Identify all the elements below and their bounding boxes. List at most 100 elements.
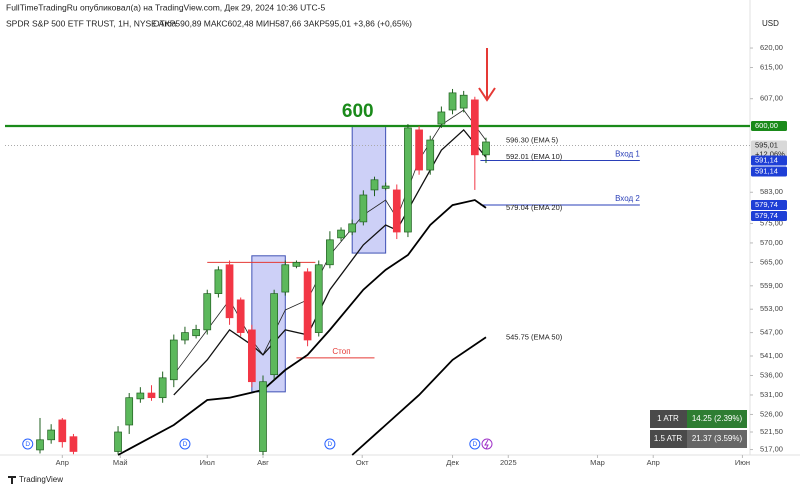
candle-body <box>314 264 323 333</box>
ohlc-text: ОТКР590,89 МАКС602,48 МИН587,66 ЗАКР595,… <box>153 18 412 28</box>
level-label: 600 <box>342 101 374 122</box>
candle-body <box>203 293 212 331</box>
currency: USD <box>762 19 779 28</box>
ema-line <box>117 199 487 456</box>
x-tick-label: Май <box>113 458 128 467</box>
price-badge-label: 591,14 <box>755 156 778 165</box>
atr-name: 1 ATR <box>657 414 679 423</box>
candle-body <box>359 194 368 223</box>
logo-icon <box>8 476 16 484</box>
y-tick-label: 553,00 <box>760 304 783 313</box>
y-tick-label: 541,00 <box>760 351 783 360</box>
atr-name-cell <box>650 410 687 428</box>
x-tick-label: Апр <box>647 458 660 467</box>
price-badge-label: 600,00 <box>755 121 778 130</box>
ema-label: 596.30 (EMA 5) <box>506 135 559 144</box>
candle-body <box>136 392 145 400</box>
y-tick-label: 570,00 <box>760 238 783 247</box>
candle-body <box>125 397 134 426</box>
candle-body <box>326 239 334 266</box>
candle-body <box>47 429 56 441</box>
candle-body <box>426 139 435 171</box>
y-tick-label: 517,00 <box>760 445 783 454</box>
candle-body <box>259 381 267 452</box>
candle-body <box>448 92 457 111</box>
price-badge-label: 579,74 <box>755 200 778 209</box>
x-tick-label: Дек <box>446 458 459 467</box>
price-badge <box>751 210 787 221</box>
atr-value: 21.37 (3.59%) <box>692 434 743 443</box>
ema-label: 579.04 (EMA 20) <box>506 203 563 212</box>
event-label: D <box>328 441 333 448</box>
event-label: D <box>183 441 188 448</box>
x-tick-label: Авг <box>257 458 269 467</box>
x-tick-label: Мар <box>590 458 605 467</box>
y-tick-label: 620,00 <box>760 43 783 52</box>
candle-body <box>348 223 357 233</box>
price-badge <box>751 140 787 161</box>
x-tick-label: Июл <box>200 458 215 467</box>
price-badge-sub: +12,06% <box>755 149 785 158</box>
candle-body <box>236 299 245 333</box>
y-tick-label: 583,00 <box>760 187 783 196</box>
candle-body <box>292 262 301 267</box>
price-badge-label: 595,01 <box>755 140 778 149</box>
candle-body <box>303 271 312 341</box>
candle-body <box>270 293 278 376</box>
candle-body <box>181 332 189 341</box>
candle-body <box>281 264 290 293</box>
ema-line <box>351 336 487 456</box>
event-icon <box>481 438 493 450</box>
y-tick-label: 526,00 <box>760 409 783 418</box>
ema-label: 545.75 (EMA 50) <box>506 332 563 341</box>
event-marker <box>179 438 191 450</box>
event-label: D <box>472 441 477 448</box>
y-tick-label: 531,00 <box>760 390 783 399</box>
candle-body <box>415 129 423 171</box>
event-marker <box>469 438 481 450</box>
price-badge <box>751 155 787 166</box>
atr-name-cell <box>650 430 687 448</box>
candle-body <box>225 264 234 319</box>
candle-body <box>247 329 256 383</box>
chart-title: SPDR S&P 500 ETF TRUST, 1H, NYSE Arca <box>6 18 176 28</box>
logo: TradingView <box>19 475 63 484</box>
candle-body <box>470 99 479 156</box>
event-marker <box>22 438 34 450</box>
y-tick-label: 607,00 <box>760 94 783 103</box>
candle-body <box>114 431 122 452</box>
event-marker <box>324 438 336 450</box>
candle-body <box>169 339 178 381</box>
x-tick-label: Апр <box>56 458 69 467</box>
y-tick-label: 559,00 <box>760 281 783 290</box>
candle-body <box>214 269 223 294</box>
event-label: D <box>25 441 30 448</box>
event-icon <box>484 439 489 450</box>
candle-body <box>147 392 156 399</box>
candle-body <box>392 189 401 233</box>
x-tick-label: 2025 <box>500 458 517 467</box>
atr-name: 1.5 ATR <box>654 434 683 443</box>
candle-body <box>482 141 490 156</box>
candle-body <box>404 127 412 233</box>
price-badge <box>751 120 787 131</box>
publisher: FullTimeTradingRu опубликовал(а) на Trad… <box>6 2 325 12</box>
y-tick-label: 547,00 <box>760 328 783 337</box>
entry-label: Вход 2 <box>615 194 640 203</box>
y-tick-label: 575,00 <box>760 218 783 227</box>
candle-body <box>337 229 345 239</box>
y-tick-label: 565,00 <box>760 257 783 266</box>
candle-body <box>58 419 67 443</box>
candle-body <box>370 179 379 191</box>
atr-value: 14.25 (2.39%) <box>692 414 743 423</box>
price-badge-label: 579,74 <box>755 211 778 220</box>
candle-body <box>381 185 390 189</box>
ema-label: 592.01 (EMA 10) <box>506 152 563 161</box>
price-badge-label: 591,14 <box>755 167 778 176</box>
candle-body <box>69 436 78 452</box>
candle-body <box>192 329 200 337</box>
x-tick-label: Окт <box>356 458 369 467</box>
y-tick-label: 521,50 <box>760 427 783 436</box>
candle-body <box>158 377 167 399</box>
